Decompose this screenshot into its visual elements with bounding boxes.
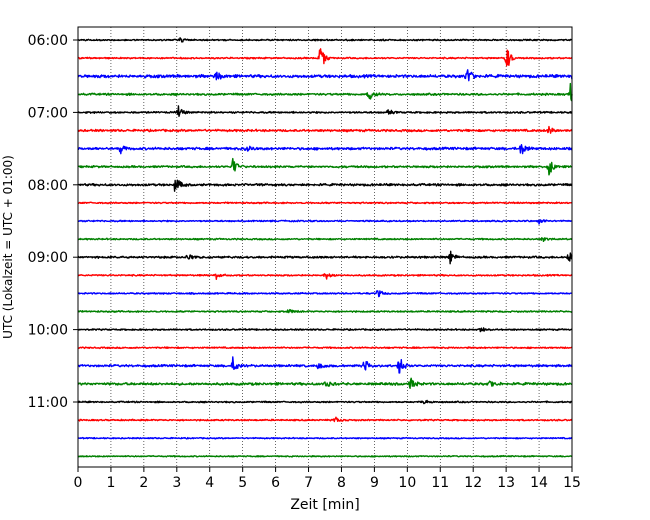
y-ticks: 06:00 07:00 08:00 09:00 10:00 11:00 xyxy=(28,33,78,411)
x-tick-label-11: 11 xyxy=(431,475,449,491)
trace-1130 xyxy=(77,436,573,440)
x-axis-label: Zeit [min] xyxy=(290,497,359,513)
trace-0915 xyxy=(77,273,573,281)
x-tick-label-13: 13 xyxy=(497,475,515,491)
x-tick-label-15: 15 xyxy=(563,475,581,491)
x-tick-label-3: 3 xyxy=(172,475,181,491)
trace-0800 xyxy=(77,179,573,192)
x-tick-label-2: 2 xyxy=(139,475,148,491)
trace-0815 xyxy=(77,201,573,205)
trace-1115 xyxy=(77,416,573,423)
trace-0645 xyxy=(77,82,573,102)
y-tick-label-3: 09:00 xyxy=(28,250,68,266)
x-tick-label-1: 1 xyxy=(106,475,115,491)
x-tick-label-7: 7 xyxy=(304,475,313,491)
trace-0945 xyxy=(77,308,573,314)
trace-0930 xyxy=(77,290,573,298)
trace-0730 xyxy=(77,144,573,155)
x-tick-label-14: 14 xyxy=(530,475,548,491)
x-gridlines xyxy=(110,27,540,467)
trace-1100 xyxy=(77,399,573,405)
y-tick-label-0: 06:00 xyxy=(28,33,68,49)
x-tick-label-4: 4 xyxy=(205,475,214,491)
trace-1000 xyxy=(77,327,573,333)
seismogram-traces xyxy=(77,37,573,458)
trace-0630 xyxy=(77,69,573,82)
x-tick-label-10: 10 xyxy=(398,475,416,491)
plot-frame xyxy=(77,26,573,468)
trace-1015 xyxy=(77,346,573,350)
x-tick-label-9: 9 xyxy=(370,475,379,491)
trace-0600 xyxy=(77,37,573,43)
y-tick-label-5: 11:00 xyxy=(28,395,68,411)
trace-0715 xyxy=(77,125,573,134)
y-tick-label-2: 08:00 xyxy=(28,178,68,194)
x-tick-label-5: 5 xyxy=(238,475,247,491)
trace-0845 xyxy=(77,237,573,243)
x-ticks: 0 1 2 3 4 5 6 7 8 9 10 11 12 13 14 15 xyxy=(74,467,581,491)
trace-0745 xyxy=(77,157,573,176)
y-tick-label-1: 07:00 xyxy=(28,105,68,121)
trace-0900 xyxy=(77,250,573,265)
trace-1030 xyxy=(77,356,573,374)
trace-0830 xyxy=(77,219,573,225)
x-tick-label-6: 6 xyxy=(271,475,280,491)
y-axis-label: UTC (Lokalzeit = UTC + 01:00) xyxy=(1,155,15,339)
trace-0615 xyxy=(77,48,573,67)
x-tick-label-12: 12 xyxy=(464,475,482,491)
trace-1045 xyxy=(77,377,573,389)
x-tick-label-0: 0 xyxy=(74,475,83,491)
trace-0700 xyxy=(77,105,573,118)
y-tick-label-4: 10:00 xyxy=(28,323,68,339)
x-tick-label-8: 8 xyxy=(337,475,346,491)
trace-1145 xyxy=(77,454,573,458)
